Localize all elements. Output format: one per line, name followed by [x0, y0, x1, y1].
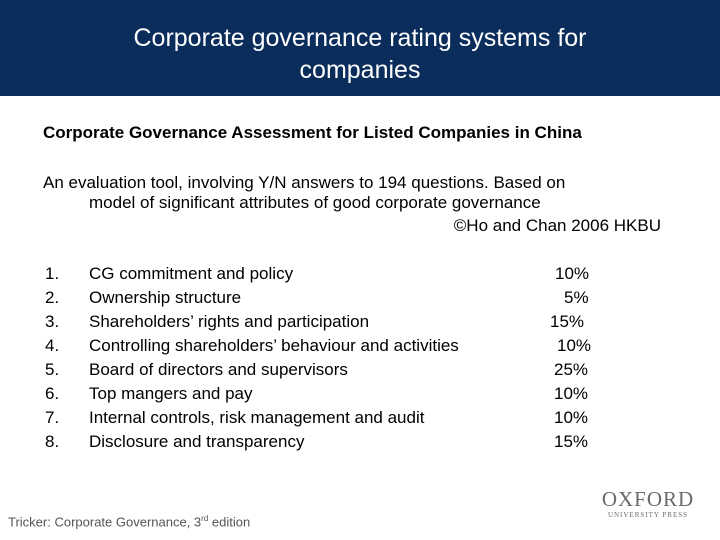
title-bar: Corporate governance rating systems for …	[0, 0, 720, 96]
item-number: 5.	[45, 360, 60, 379]
item-weight: 10%	[554, 408, 589, 427]
logo-sub-text: UNIVERSITY PRESS	[607, 511, 689, 519]
item-number: 4.	[45, 336, 60, 355]
description-line-1: An evaluation tool, involving Y/N answer…	[43, 173, 566, 192]
list-item: 2. Ownership structure 5%	[45, 286, 605, 310]
slide-title-line-1: Corporate governance rating systems for	[133, 24, 587, 52]
criteria-list: 1. CG commitment and policy 10% 2. Owner…	[45, 262, 605, 454]
footer-superscript: rd	[201, 514, 209, 523]
slide-title: Corporate governance rating systems for …	[0, 0, 720, 86]
list-item: 3. Shareholders’ rights and participatio…	[45, 310, 605, 334]
item-number: 2.	[45, 288, 60, 307]
item-number: 3.	[45, 312, 60, 331]
footer-main: Tricker: Corporate Governance, 3	[8, 514, 202, 530]
item-number: 8.	[45, 432, 60, 451]
oxford-logo: OXFORD UNIVERSITY PRESS	[592, 488, 704, 520]
description-line-2: model of significant attributes of good …	[89, 193, 541, 212]
description: An evaluation tool, involving Y/N answer…	[43, 173, 683, 236]
item-number: 6.	[45, 384, 60, 403]
list-item: 4. Controlling shareholders’ behaviour a…	[45, 334, 605, 358]
item-weight: 5%	[564, 288, 589, 307]
item-label: CG commitment and policy	[89, 264, 294, 283]
list-item: 6. Top mangers and pay 10%	[45, 382, 605, 406]
item-weight: 10%	[557, 336, 592, 355]
item-weight: 15%	[550, 312, 585, 331]
item-number: 1.	[45, 264, 60, 283]
item-label: Top mangers and pay	[89, 384, 253, 403]
item-label: Shareholders’ rights and participation	[89, 312, 370, 331]
item-label: Controlling shareholders’ behaviour and …	[89, 336, 459, 355]
item-label: Internal controls, risk management and a…	[89, 408, 425, 427]
list-item: 5. Board of directors and supervisors 25…	[45, 358, 605, 382]
slide-title-line-2: companies	[299, 56, 421, 84]
item-weight: 15%	[554, 432, 589, 451]
item-label: Ownership structure	[89, 288, 242, 307]
slide-subtitle: Corporate Governance Assessment for List…	[43, 123, 582, 142]
footer-citation: Tricker: Corporate Governance, 3rd editi…	[8, 514, 250, 529]
logo-main-text: OXFORD	[601, 487, 695, 511]
item-label: Board of directors and supervisors	[89, 360, 348, 379]
item-number: 7.	[45, 408, 60, 427]
item-weight: 25%	[554, 360, 589, 379]
list-item: 7. Internal controls, risk management an…	[45, 406, 605, 430]
list-item: 8. Disclosure and transparency 15%	[45, 430, 605, 454]
item-weight: 10%	[554, 384, 589, 403]
credit-text: ©Ho and Chan 2006 HKBU	[453, 216, 661, 235]
item-weight: 10%	[555, 264, 590, 283]
item-label: Disclosure and transparency	[89, 432, 305, 451]
footer-end: edition	[208, 514, 251, 530]
list-item: 1. CG commitment and policy 10%	[45, 262, 605, 286]
